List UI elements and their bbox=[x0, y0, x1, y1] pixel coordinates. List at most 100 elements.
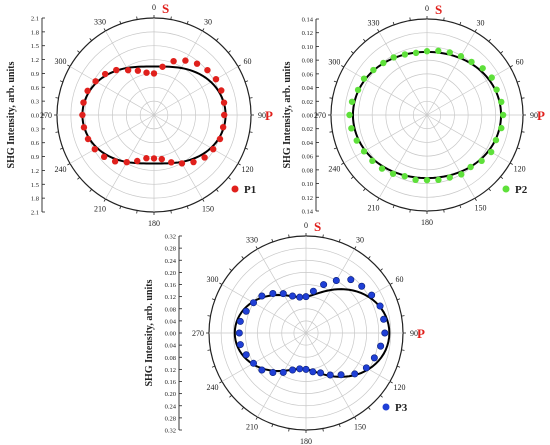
angle-tick bbox=[517, 80, 521, 83]
angle-label: 300 bbox=[206, 275, 218, 284]
angle-tick bbox=[443, 17, 445, 21]
angle-tick bbox=[241, 256, 244, 259]
data-point bbox=[317, 369, 325, 377]
angle-label: 270 bbox=[40, 111, 52, 120]
data-point bbox=[354, 86, 362, 94]
data-point bbox=[358, 282, 366, 290]
angle-label: 270 bbox=[192, 329, 204, 338]
angle-tick bbox=[186, 20, 189, 24]
data-point bbox=[296, 365, 304, 373]
data-point bbox=[478, 157, 485, 165]
data-point bbox=[377, 342, 385, 350]
angle-tick bbox=[338, 238, 341, 242]
radial-tick-label: 0.20 bbox=[165, 270, 176, 277]
radial-tick-label: 2.1 bbox=[31, 210, 39, 217]
legend-marker bbox=[231, 185, 239, 193]
data-point bbox=[236, 341, 244, 349]
radial-tick-label: 1.8 bbox=[31, 29, 39, 36]
angle-label: 180 bbox=[148, 219, 160, 228]
angle-tick bbox=[368, 256, 371, 259]
s-polarization-label: S bbox=[314, 219, 321, 234]
p-polarization-label: P bbox=[537, 108, 545, 123]
radial-tick-label: 0.14 bbox=[302, 209, 314, 216]
data-point bbox=[220, 99, 228, 106]
data-point bbox=[309, 368, 317, 376]
angle-tick bbox=[509, 162, 513, 165]
grid-spoke bbox=[221, 284, 307, 334]
legend-marker bbox=[502, 185, 510, 193]
data-point bbox=[279, 368, 287, 376]
data-point bbox=[467, 163, 474, 171]
angle-label: 180 bbox=[421, 218, 433, 227]
angle-tick bbox=[380, 395, 383, 398]
radial-tick-label: 0.9 bbox=[31, 154, 39, 161]
data-point bbox=[346, 111, 353, 119]
y-axis-label: SHG Intensity, arb. units bbox=[282, 61, 293, 168]
angle-tick bbox=[333, 80, 337, 83]
data-point bbox=[150, 155, 158, 162]
data-point bbox=[435, 47, 442, 55]
data-point bbox=[370, 66, 377, 74]
radial-tick-label: 0.06 bbox=[302, 71, 314, 78]
radial-tick-label: 0.24 bbox=[165, 403, 177, 410]
radial-tick-label: 0.14 bbox=[302, 17, 314, 24]
data-point bbox=[380, 315, 388, 323]
data-point bbox=[487, 148, 495, 156]
grid-spoke bbox=[153, 114, 239, 164]
angle-tick bbox=[59, 147, 63, 150]
radial-tick-label: 0.08 bbox=[165, 355, 176, 362]
grid-spoke bbox=[69, 66, 155, 116]
data-point bbox=[168, 159, 175, 166]
data-point bbox=[499, 111, 507, 119]
angle-tick bbox=[136, 210, 138, 214]
angle-label: 120 bbox=[242, 165, 254, 174]
s-polarization-label: S bbox=[162, 1, 169, 16]
angle-tick bbox=[380, 268, 383, 271]
data-point bbox=[360, 75, 368, 82]
data-point bbox=[446, 174, 453, 181]
angle-tick bbox=[341, 65, 345, 68]
angle-tick bbox=[443, 209, 445, 213]
data-point bbox=[269, 368, 277, 376]
legend-label: P3 bbox=[395, 402, 408, 414]
angle-tick bbox=[341, 162, 345, 165]
angle-label: 210 bbox=[94, 205, 106, 214]
data-point bbox=[113, 66, 120, 74]
data-point bbox=[143, 155, 150, 162]
radial-tick-label: 1.2 bbox=[31, 57, 39, 64]
radial-tick-label: 1.8 bbox=[31, 196, 39, 203]
angle-label: 90 bbox=[410, 329, 418, 338]
angle-tick bbox=[474, 29, 477, 33]
data-point bbox=[79, 111, 86, 119]
radial-tick-label: 2.1 bbox=[31, 16, 39, 23]
data-point bbox=[289, 292, 297, 300]
data-point bbox=[302, 365, 310, 373]
grid-spoke bbox=[105, 114, 155, 200]
angle-tick bbox=[350, 176, 354, 179]
angle-tick bbox=[271, 424, 274, 428]
angle-tick bbox=[288, 428, 290, 432]
grid-spoke bbox=[426, 66, 511, 116]
angle-label: 240 bbox=[328, 165, 340, 174]
data-point bbox=[401, 51, 409, 58]
radial-tick-label: 0.00 bbox=[165, 331, 176, 338]
grid-spoke bbox=[426, 114, 511, 164]
angle-tick bbox=[237, 64, 241, 67]
radial-tick-label: 0.12 bbox=[165, 294, 176, 301]
angle-tick bbox=[103, 28, 106, 32]
data-point bbox=[289, 366, 297, 374]
radial-tick-label: 0.10 bbox=[302, 181, 313, 188]
angle-tick bbox=[354, 416, 357, 420]
angle-label: 210 bbox=[246, 423, 258, 432]
data-point bbox=[368, 291, 376, 299]
angle-tick bbox=[488, 188, 491, 192]
angle-tick bbox=[119, 20, 122, 24]
angle-tick bbox=[389, 282, 393, 285]
radial-tick-label: 0.6 bbox=[31, 140, 40, 147]
angle-tick bbox=[329, 131, 333, 133]
angle-tick bbox=[89, 38, 92, 41]
data-point bbox=[193, 60, 201, 67]
angle-label: 150 bbox=[475, 204, 487, 213]
data-point bbox=[80, 124, 88, 131]
